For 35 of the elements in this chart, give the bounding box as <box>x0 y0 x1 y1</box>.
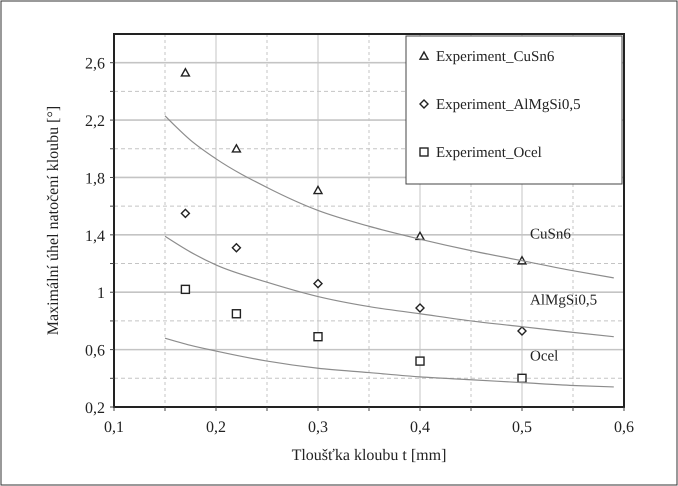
point <box>180 208 190 218</box>
x-tick-label: 0,2 <box>206 419 226 436</box>
line-series <box>164 115 614 278</box>
x-tick-label: 0,4 <box>410 419 430 436</box>
y-tick-label: 0,6 <box>85 342 105 360</box>
x-tick-label: 0,3 <box>308 419 328 436</box>
point <box>232 243 242 252</box>
point <box>313 186 323 194</box>
y-tick-label: 2,6 <box>85 56 105 73</box>
point <box>180 68 190 77</box>
point <box>180 284 190 294</box>
y-tick-label: 2,2 <box>85 113 105 130</box>
point <box>313 332 323 342</box>
annotation: Ocel <box>530 348 558 365</box>
y-tick-label: 1,4 <box>85 228 105 245</box>
y-axis-title: Maximální úhel natočení kloubu [°] <box>45 106 62 336</box>
annotation: AlMgSi0,5 <box>530 292 598 309</box>
annotation: CuSn6 <box>530 226 572 243</box>
y-tick-label: 0,2 <box>85 400 105 417</box>
line-series <box>164 338 614 388</box>
y-tick-label: 1,8 <box>85 170 105 188</box>
y-tick-label: 1 <box>97 285 105 302</box>
point <box>313 278 323 288</box>
point <box>517 326 527 336</box>
legend-label: Experiment_Ocel <box>436 145 542 161</box>
x-tick-label: 0,5 <box>512 419 532 436</box>
x-tick-label: 0,1 <box>104 419 124 436</box>
x-axis-title: Tloušťka kloubu t [mm] <box>292 447 446 464</box>
x-tick-label: 0,6 <box>614 419 634 436</box>
point <box>232 309 242 318</box>
legend-label: Experiment_CuSn6 <box>436 49 555 65</box>
point <box>232 144 242 153</box>
legend-label: Experiment_AlMgSi0,5 <box>436 97 581 113</box>
point <box>415 303 425 313</box>
point <box>415 356 425 366</box>
